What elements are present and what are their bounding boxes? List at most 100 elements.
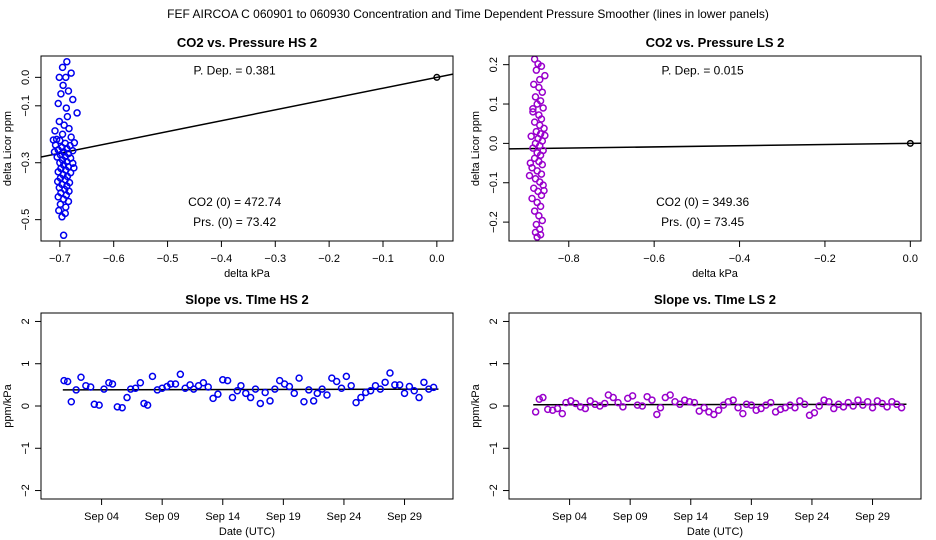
- data-point: [242, 389, 250, 398]
- data-point: [290, 389, 299, 398]
- panel-top-right: CO2 vs. Pressure LS 2 delta kPa delta Lico…: [470, 35, 922, 280]
- data-point: [67, 69, 75, 77]
- data-point: [541, 131, 549, 140]
- data-point: [57, 90, 65, 98]
- data-point: [531, 93, 540, 101]
- data-point: [540, 124, 548, 133]
- data-point: [391, 381, 399, 389]
- data-point: [108, 380, 117, 388]
- data-point: [553, 404, 562, 413]
- data-point: [628, 392, 637, 400]
- x-tick-label: Sep 04: [84, 511, 119, 523]
- data-point: [633, 401, 642, 409]
- data-point: [251, 385, 260, 393]
- x-tick-label: Sep 29: [855, 511, 890, 523]
- data-point: [77, 373, 85, 382]
- data-point: [123, 393, 131, 402]
- annotation-prs-0: Prs. (0) = 73.42: [193, 215, 276, 229]
- data-point: [532, 220, 541, 229]
- data-point: [105, 379, 113, 387]
- data-point: [70, 164, 78, 172]
- y-tick-label: 0: [488, 403, 500, 409]
- data-point: [529, 104, 537, 113]
- data-point: [59, 231, 68, 240]
- data-point: [60, 121, 68, 129]
- data-point: [209, 394, 217, 403]
- annotation-pdep: P. Dep. = 0.015: [662, 64, 745, 78]
- x-tick-label: −0.3: [264, 253, 286, 265]
- data-point: [825, 398, 833, 406]
- x-tick-label: Sep 14: [673, 511, 708, 523]
- x-tick-label: −0.4: [729, 253, 751, 265]
- data-point: [535, 75, 544, 84]
- y-tick-label: 0: [20, 403, 32, 409]
- y-tick-label: 0.1: [488, 96, 500, 111]
- data-point: [539, 104, 547, 112]
- x-tick-label: −0.6: [643, 253, 665, 265]
- data-point: [318, 385, 326, 393]
- data-point: [537, 170, 546, 178]
- data-point: [528, 194, 536, 203]
- x-tick-label: 0.0: [903, 253, 918, 265]
- data-point: [332, 377, 341, 386]
- data-point: [347, 381, 355, 390]
- data-point: [538, 160, 547, 169]
- data-point: [131, 384, 140, 392]
- data-point: [653, 410, 661, 419]
- data-point: [58, 130, 67, 139]
- data-point: [609, 393, 617, 402]
- data-point: [300, 398, 308, 406]
- data-point: [62, 73, 70, 82]
- panel-title: CO2 vs. Pressure LS 2: [646, 35, 785, 50]
- x-tick-label: −0.8: [558, 253, 580, 265]
- data-point: [189, 385, 198, 393]
- data-point: [538, 88, 547, 96]
- data-point: [533, 100, 541, 108]
- data-point: [86, 383, 95, 391]
- data-point: [246, 393, 255, 402]
- y-tick-label: 1: [20, 361, 32, 367]
- plot-frame: [508, 55, 922, 242]
- data-point: [757, 404, 765, 413]
- data-point: [143, 401, 152, 409]
- data-point: [67, 133, 75, 141]
- data-point: [849, 402, 857, 410]
- y-axis-label: delta Licor ppm: [470, 111, 482, 186]
- data-point: [537, 62, 546, 70]
- data-point: [830, 404, 838, 413]
- data-point: [619, 403, 627, 411]
- data-point: [140, 399, 148, 408]
- data-point: [67, 398, 76, 406]
- data-point: [62, 104, 71, 112]
- data-point: [695, 407, 703, 415]
- data-point: [734, 403, 742, 412]
- panel-bottom-right: Slope vs. TIme LS 2 Date (UTC) ppm/kPa Sep …: [470, 292, 922, 538]
- data-point: [395, 381, 404, 389]
- data-point: [357, 393, 365, 402]
- data-point: [600, 399, 609, 408]
- y-tick-label: 0.0: [488, 136, 500, 151]
- y-tick-label: −1: [20, 442, 32, 455]
- data-point: [420, 378, 428, 387]
- data-point: [535, 83, 543, 92]
- data-point: [614, 398, 622, 407]
- annotation-co2-0: CO2 (0) = 472.74: [188, 195, 281, 209]
- data-point: [558, 409, 567, 418]
- data-point: [532, 66, 541, 74]
- data-point: [371, 381, 380, 390]
- annotation-co2-0: CO2 (0) = 349.36: [656, 195, 749, 209]
- x-axis-label: Date (UTC): [219, 526, 275, 538]
- x-tick-label: Sep 09: [613, 511, 648, 523]
- data-point: [410, 387, 418, 395]
- data-point: [893, 400, 901, 409]
- data-point: [742, 400, 751, 409]
- data-point: [710, 410, 718, 419]
- data-point: [55, 73, 64, 82]
- data-point: [530, 207, 539, 215]
- data-point: [529, 144, 537, 152]
- fit-line: [41, 73, 453, 158]
- data-point: [897, 403, 906, 412]
- data-point: [700, 403, 708, 412]
- data-point: [113, 403, 122, 411]
- data-point: [766, 398, 775, 407]
